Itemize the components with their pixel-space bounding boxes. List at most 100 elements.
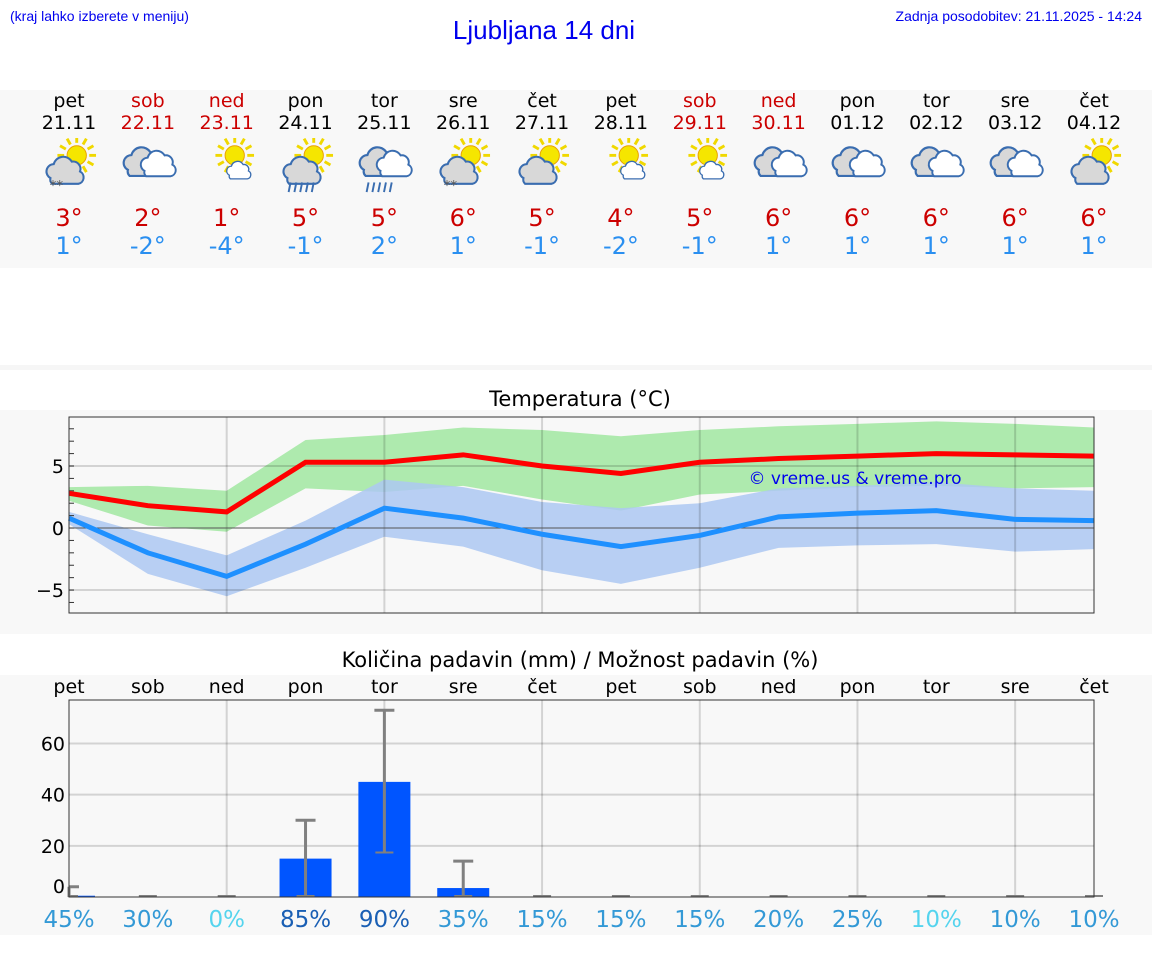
max-temp: 4°: [607, 204, 635, 232]
precip-probability: 10%: [911, 907, 962, 933]
svg-text:**: **: [444, 178, 458, 194]
day-forecast: ned 23.11 1° -4°: [187, 90, 267, 260]
min-temp: -1°: [287, 232, 324, 260]
last-updated: Zadnja posodobitev: 21.11.2025 - 14:24: [895, 8, 1142, 24]
x-day-label: pet: [605, 676, 636, 698]
sun-cloud-icon: [1070, 138, 1122, 185]
sun-small-cloud-icon: [215, 138, 254, 180]
y-tick-label: 20: [41, 836, 65, 858]
min-temp: -1°: [524, 232, 561, 260]
x-day-label: čet: [1079, 676, 1109, 698]
day-forecast: pet 21.11 ** 3° 1°: [29, 90, 109, 260]
max-temp: 6°: [922, 204, 950, 232]
clouds-icon: [122, 146, 177, 178]
x-day-label: sob: [131, 676, 165, 698]
x-day-label: sre: [449, 676, 478, 698]
sun-cloud-snow-icon: **: [439, 138, 491, 194]
day-name: čet: [527, 90, 557, 112]
max-temp-range-band: [69, 421, 1094, 532]
min-temp: 1°: [843, 232, 872, 260]
day-name: pon: [839, 90, 876, 112]
max-temp: 6°: [449, 204, 477, 232]
location-hint-link[interactable]: (kraj lahko izberete v meniju): [10, 8, 189, 24]
precip-probability: 90%: [359, 907, 410, 933]
day-name: sob: [682, 90, 717, 112]
day-date: 04.12: [1066, 112, 1122, 134]
y-tick-label: 5: [52, 456, 64, 478]
max-temp: 6°: [764, 204, 793, 232]
plot-frame: [68, 699, 1095, 898]
x-day-label: sob: [683, 676, 717, 698]
min-temp: -2°: [129, 232, 166, 260]
day-forecast: sre 26.11 ** 6° 1°: [423, 90, 503, 260]
min-temp: -4°: [208, 232, 245, 260]
day-forecast: ned 30.11 6° 1°: [739, 90, 819, 260]
precipitation-chart: 0 20 40 60 pet 45% sob 30% ned 0% pon 85% tor 90% sre 3…: [41, 676, 1120, 933]
temperature-chart-title: Temperatura (°C): [489, 387, 671, 411]
y-tick-label: 60: [41, 733, 65, 755]
daily-forecast-strip: pet 21.11 ** 3° 1° sob 22.11 2° -2° ned 23…: [0, 90, 1152, 268]
x-day-label: čet: [527, 676, 557, 698]
y-tick-label: 40: [41, 785, 65, 807]
min-temp: 2°: [370, 232, 399, 260]
y-tick-label: 0: [52, 518, 64, 540]
day-name: čet: [1079, 90, 1109, 112]
precip-probability: 0%: [208, 907, 245, 933]
page-title: Ljubljana 14 dni: [452, 15, 636, 45]
clouds-icon: [989, 146, 1044, 178]
precip-bar: [69, 895, 95, 897]
min-temp: 1°: [1001, 232, 1029, 260]
precipitation-chart-title: Količina padavin (mm) / Možnost padavin …: [341, 648, 819, 672]
x-day-label: pon: [288, 676, 324, 698]
max-temp: 3°: [55, 204, 83, 232]
day-date: 03.12: [987, 112, 1043, 134]
day-name: sob: [131, 90, 165, 112]
day-name: pet: [605, 90, 637, 112]
day-date: 29.11: [672, 112, 727, 134]
day-forecast: pet 28.11 4° -2°: [581, 90, 661, 260]
precip-probability: 15%: [674, 907, 725, 933]
day-name: tor: [370, 90, 398, 112]
day-forecast: sob 29.11 5° -1°: [660, 90, 740, 260]
precip-probability: 15%: [517, 907, 568, 933]
max-temp: 5°: [528, 204, 556, 232]
clouds-rain-icon: [358, 146, 414, 193]
max-temp: 5°: [370, 204, 399, 232]
day-forecast: čet 04.12 6° 1°: [1054, 90, 1134, 260]
day-date: 02.12: [909, 112, 964, 134]
day-date: 27.11: [514, 112, 570, 134]
day-date: 22.11: [120, 112, 176, 134]
min-temp: 1°: [922, 232, 950, 260]
day-name: tor: [922, 90, 950, 112]
sun-cloud-icon: [518, 138, 570, 185]
day-date: 30.11: [751, 112, 806, 134]
x-day-label: ned: [209, 676, 245, 698]
day-forecast: pon 24.11 5° -1°: [266, 90, 346, 260]
plot-area: [69, 700, 1094, 897]
max-temp: 5°: [686, 204, 714, 232]
day-name: ned: [760, 90, 797, 112]
day-name: sre: [1000, 90, 1030, 112]
y-tick-label: −5: [36, 580, 64, 602]
day-name: sre: [448, 90, 478, 112]
sun-cloud-rain-icon: [281, 138, 333, 193]
precip-probability: 15%: [595, 907, 646, 933]
divider: [0, 365, 1152, 370]
max-temp-line: [68, 451, 1095, 515]
clouds-icon: [832, 146, 887, 178]
precip-probability: 20%: [753, 907, 804, 933]
x-day-label: ned: [761, 676, 797, 698]
precip-probability: 10%: [1068, 907, 1119, 933]
day-forecast: pon 01.12 6° 1°: [817, 90, 897, 260]
min-temp: -2°: [602, 232, 639, 260]
x-day-label: tor: [371, 676, 398, 698]
x-day-label: sre: [1001, 676, 1030, 698]
day-forecast: sre 03.12 6° 1°: [975, 90, 1055, 260]
day-date: 28.11: [593, 112, 649, 134]
sun-small-cloud-icon: [609, 138, 648, 180]
day-forecast: tor 25.11 5° 2°: [344, 90, 424, 260]
svg-text:**: **: [50, 178, 64, 194]
x-day-label: pet: [53, 676, 84, 698]
day-date: 23.11: [199, 112, 254, 134]
precip-probability: 35%: [438, 907, 489, 933]
